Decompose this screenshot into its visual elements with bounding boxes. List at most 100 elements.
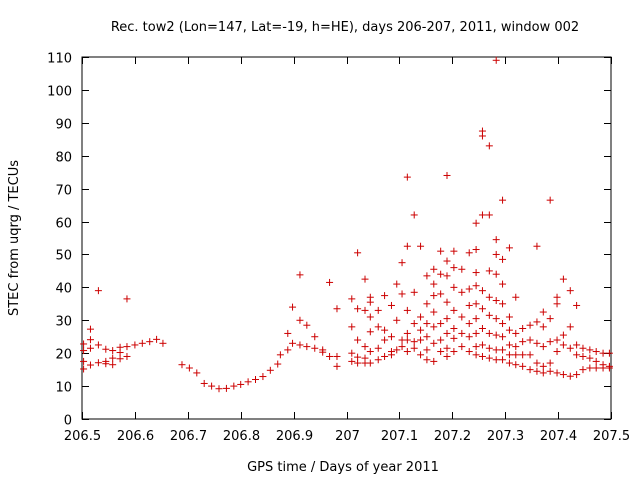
data-point [533,359,541,367]
data-point [579,344,587,352]
data-point [472,329,480,337]
data-point [398,290,406,298]
data-point [410,211,418,219]
data-point [417,336,425,344]
data-point [410,344,418,352]
data-point [499,300,507,308]
data-point [430,280,438,288]
data-point [472,300,480,308]
data-point [559,331,567,339]
data-point [348,349,356,357]
data-point [492,346,500,354]
data-point [430,339,438,347]
data-point [492,297,500,305]
data-point [539,343,547,351]
data-point [398,259,406,267]
data-point [472,246,480,254]
data-point [553,348,561,356]
data-point [430,265,438,273]
data-point [326,278,334,286]
data-point [526,321,534,329]
x-tick-label: 206.9 [276,429,313,444]
data-point [573,341,581,349]
data-point [512,361,520,369]
data-point [94,341,102,349]
data-point [485,267,493,275]
data-point [492,270,500,278]
data-point [80,347,88,355]
data-point [472,282,480,290]
data-point [539,308,547,316]
data-point [499,356,507,364]
data-point [366,313,374,321]
data-point [109,347,117,355]
data-point [505,244,513,252]
data-point [450,348,458,356]
y-tick-label: 20 [55,348,72,363]
data-point [492,250,500,258]
data-point [450,247,458,255]
y-tick-label: 100 [47,85,72,100]
data-point [553,293,561,301]
data-point [505,313,513,321]
data-point [354,359,362,367]
data-point [374,356,382,364]
data-point [109,354,117,362]
data-point [146,338,154,346]
data-point [178,361,186,369]
data-point [200,379,208,387]
data-point [586,346,594,354]
data-point [138,339,146,347]
data-point [499,280,507,288]
data-point [478,305,486,313]
y-tick-label: 30 [55,315,72,330]
data-point [381,292,389,300]
data-point [450,306,458,314]
data-point [492,236,500,244]
y-tick-label: 10 [55,381,72,396]
x-tick-label: 207.4 [540,429,577,444]
data-point [472,351,480,359]
data-point [533,339,541,347]
data-point [311,344,319,352]
data-point [559,371,567,379]
y-tick-label: 0 [64,414,72,429]
data-point [559,275,567,283]
data-point [546,196,554,204]
data-point [303,321,311,329]
data-point [159,339,167,347]
data-point [465,249,473,257]
data-point [123,343,131,351]
data-point [573,371,581,379]
data-point [381,336,389,344]
data-point [284,329,292,337]
data-point [387,301,395,309]
data-point [437,320,445,328]
data-point [485,344,493,352]
data-point [492,315,500,323]
data-point [430,292,438,300]
x-tick-label: 207 [335,429,360,444]
data-point [492,356,500,364]
data-point [478,287,486,295]
data-point [437,336,445,344]
data-point [526,351,534,359]
data-point [311,333,319,341]
data-point [485,211,493,219]
data-point [86,361,94,369]
data-point [410,320,418,328]
data-point [519,325,527,332]
data-point [478,211,486,219]
data-point [437,247,445,255]
data-point [361,343,369,351]
data-point [443,272,451,280]
data-point [526,336,534,344]
data-point [417,351,425,359]
data-point [289,339,297,347]
data-point [374,344,382,352]
data-point [499,346,507,354]
data-point [458,265,466,273]
data-point [333,362,341,370]
